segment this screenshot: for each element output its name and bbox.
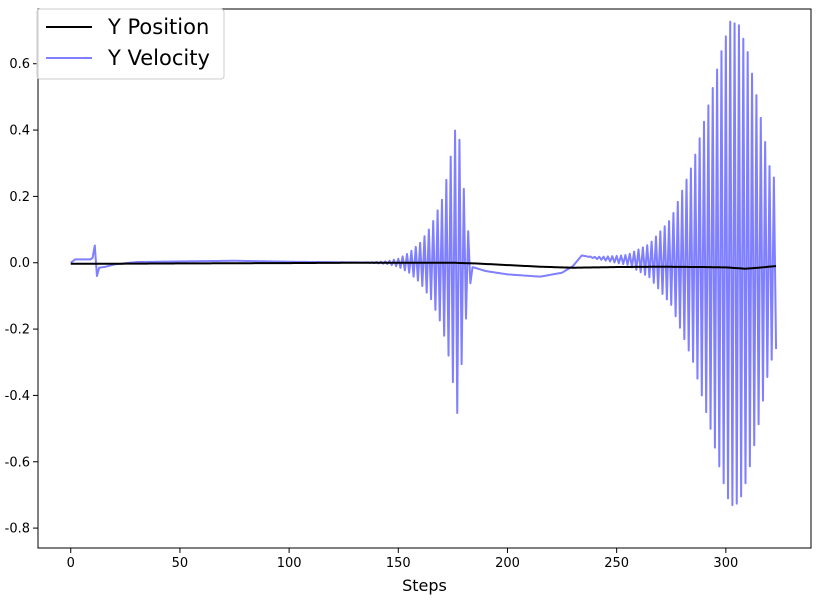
y-axis: -0.8 -0.6 -0.4 -0.2 0.0 0.2 0.4 0.6 — [5, 57, 38, 537]
x-tick-label: 300 — [713, 556, 738, 571]
x-tick-label: 100 — [277, 556, 302, 571]
series-line-y-position — [70, 261, 777, 270]
x-tick-label: 250 — [604, 556, 629, 571]
x-tick-label: 50 — [172, 556, 189, 571]
x-axis: 0 50 100 150 200 250 300 — [67, 548, 738, 571]
x-tick-label: 200 — [495, 556, 520, 571]
y-tick-label: 0.6 — [9, 57, 30, 72]
x-axis-label: Steps — [402, 576, 447, 595]
x-tick-label: 0 — [67, 556, 75, 571]
y-tick-label: -0.2 — [5, 323, 30, 338]
legend-label-y-velocity: Y Velocity — [107, 46, 210, 70]
y-tick-label: -0.6 — [5, 455, 30, 470]
series-line-y-velocity — [70, 20, 778, 507]
y-tick-label: -0.4 — [5, 389, 30, 404]
x-tick-label: 150 — [386, 556, 411, 571]
y-tick-label: 0.0 — [9, 256, 30, 271]
legend-label-y-position: Y Position — [107, 15, 209, 39]
legend: Y Position Y Velocity — [36, 8, 225, 80]
y-tick-label: 0.2 — [9, 190, 30, 205]
plot-area — [70, 20, 778, 507]
axes-frame — [37, 8, 812, 549]
y-tick-label: -0.8 — [5, 522, 30, 537]
y-tick-label: 0.4 — [9, 124, 30, 139]
